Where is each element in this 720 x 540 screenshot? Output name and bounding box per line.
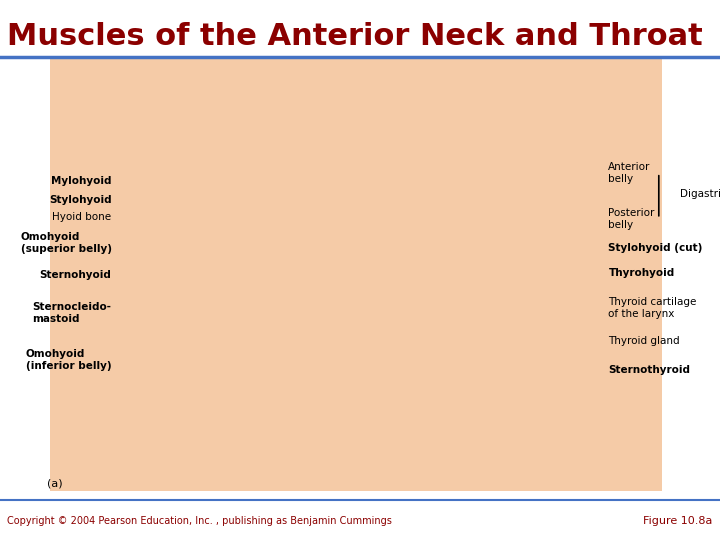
Text: Hyoid bone: Hyoid bone xyxy=(53,212,112,222)
Text: Figure 10.8a: Figure 10.8a xyxy=(644,516,713,526)
Text: (a): (a) xyxy=(47,478,63,488)
Bar xyxy=(50,59,662,491)
Text: Omohyoid
(inferior belly): Omohyoid (inferior belly) xyxy=(26,349,112,371)
Text: Copyright © 2004 Pearson Education, Inc. , publishing as Benjamin Cummings: Copyright © 2004 Pearson Education, Inc.… xyxy=(7,516,392,526)
Text: Digastric: Digastric xyxy=(680,190,720,199)
Text: Sternohyoid: Sternohyoid xyxy=(40,271,112,280)
Text: Sternocleido-
mastoid: Sternocleido- mastoid xyxy=(32,302,112,324)
Text: Sternothyroid: Sternothyroid xyxy=(608,365,690,375)
Text: Omohyoid
(superior belly): Omohyoid (superior belly) xyxy=(21,232,112,254)
Text: Thyrohyoid: Thyrohyoid xyxy=(608,268,675,278)
Text: Anterior
belly: Anterior belly xyxy=(608,162,651,184)
Text: Posterior
belly: Posterior belly xyxy=(608,208,654,230)
Text: Stylohyoid (cut): Stylohyoid (cut) xyxy=(608,244,703,253)
Text: Thyroid gland: Thyroid gland xyxy=(608,336,680,346)
Text: Stylohyoid: Stylohyoid xyxy=(49,195,112,205)
Text: Muscles of the Anterior Neck and Throat: Muscles of the Anterior Neck and Throat xyxy=(7,22,703,51)
Text: Thyroid cartilage
of the larynx: Thyroid cartilage of the larynx xyxy=(608,297,697,319)
Text: Mylohyoid: Mylohyoid xyxy=(51,176,112,186)
